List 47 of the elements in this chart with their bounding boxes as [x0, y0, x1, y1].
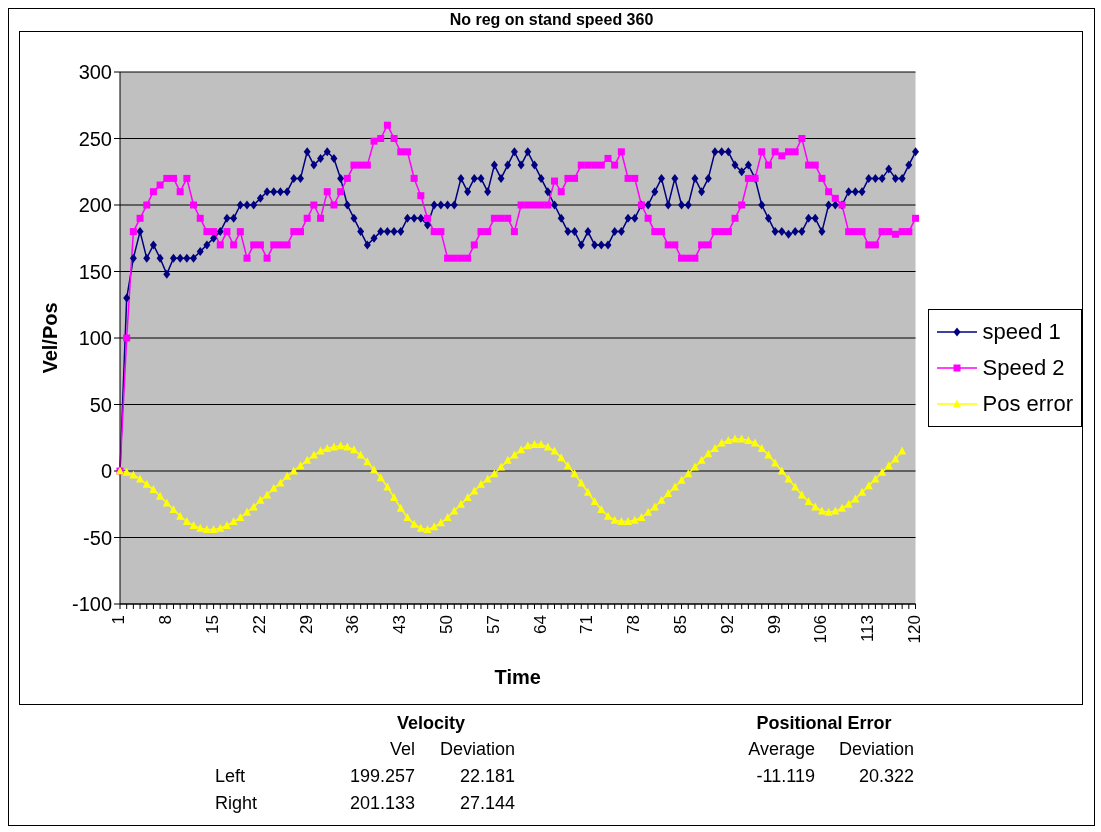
x-tick-label: 106 — [811, 615, 831, 644]
legend-label: Speed 2 — [982, 354, 1065, 382]
x-tick-label: 64 — [530, 615, 550, 634]
x-tick-label: 15 — [203, 615, 223, 634]
text: -11.119 — [756, 766, 815, 787]
chart-title: No reg on stand speed 360 — [448, 11, 655, 29]
x-tick-label: 99 — [764, 615, 784, 634]
x-tick-label: 36 — [343, 615, 363, 634]
x-tick-label: 50 — [437, 615, 457, 634]
text: 22.181 — [459, 766, 515, 787]
x-tick-label: 22 — [249, 615, 269, 634]
text: 201.133 — [349, 793, 415, 814]
text: Positional Error — [756, 713, 892, 734]
y-axis-title: Vel/Pos — [39, 302, 62, 374]
x-tick-label: 92 — [717, 615, 737, 634]
x-axis-title: Time — [494, 666, 541, 688]
y-tick-label: 100 — [78, 327, 112, 350]
x-tick-label: 113 — [858, 615, 878, 643]
y-tick-label: 200 — [78, 194, 112, 217]
x-tick-label: 78 — [624, 615, 644, 634]
x-tick-label: 8 — [156, 615, 176, 625]
y-tick-label: 50 — [89, 393, 112, 416]
y-tick-label: -100 — [71, 593, 112, 616]
x-tick-label: 85 — [671, 615, 691, 634]
y-tick-label: 250 — [78, 127, 112, 150]
x-tick-label: 43 — [390, 615, 410, 634]
y-tick-label: 150 — [78, 260, 112, 283]
text: Vel — [389, 739, 415, 760]
text: Deviation — [439, 739, 515, 760]
text: Average — [748, 739, 815, 760]
x-tick-label: 1 — [109, 615, 129, 625]
y-tick-label: -50 — [83, 526, 112, 549]
y-tick-label: 300 — [78, 61, 112, 84]
y-tick-label: 0 — [100, 460, 112, 483]
text: Right — [215, 793, 258, 814]
legend-label: Pos error — [982, 390, 1073, 418]
x-tick-label: 71 — [577, 615, 597, 634]
text: 27.144 — [459, 793, 515, 814]
x-tick-label: 120 — [905, 615, 924, 644]
text: Deviation — [838, 739, 914, 760]
legend-label: speed 1 — [982, 318, 1061, 346]
text: Left — [215, 766, 246, 787]
text: 199.257 — [349, 766, 415, 787]
text: 20.322 — [858, 766, 914, 787]
text: Velocity — [396, 713, 466, 734]
x-tick-label: 29 — [296, 615, 316, 634]
x-tick-label: 57 — [483, 615, 503, 634]
